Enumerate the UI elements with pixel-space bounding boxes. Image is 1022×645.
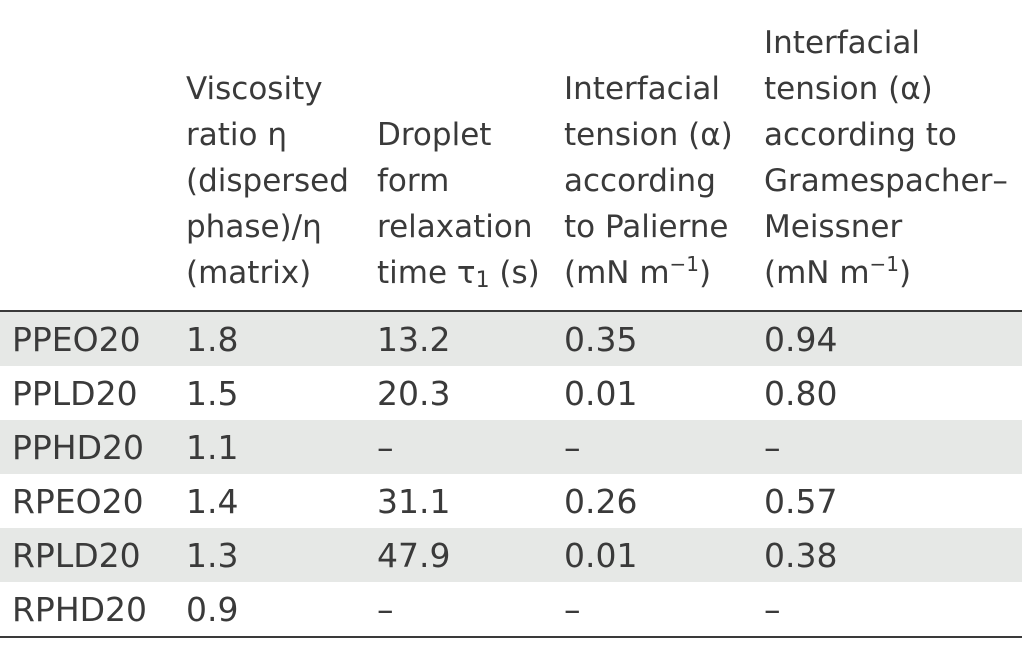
header-text: time τ (377, 255, 476, 291)
table-cell: 0.80 (764, 373, 838, 413)
table-cell: 0.01 (552, 528, 752, 582)
table-cell: 47.9 (365, 528, 552, 582)
table-cell: 1.1 (174, 420, 365, 474)
table-cell: RPEO20 (12, 481, 144, 521)
table-cell: 1.5 (186, 373, 239, 413)
table-cell: PPLD20 (12, 373, 138, 413)
table-row: PPHD20 1.1 – – – (0, 420, 1022, 474)
header-sample (0, 0, 174, 311)
header-line: tension (α) (564, 117, 733, 153)
header-line: (matrix) (186, 255, 312, 291)
header-text: (mN m (564, 255, 670, 291)
table-cell: – (564, 589, 581, 629)
header-line: according (564, 163, 716, 199)
table-header-row: Viscosity ratio η (dispersed phase)/η (m… (0, 0, 1022, 311)
table-row: PPEO20 1.8 13.2 0.35 0.94 (0, 311, 1022, 366)
table-cell: 0.35 (552, 311, 752, 366)
table-cell: – (752, 420, 1022, 474)
table-cell: 0.26 (564, 481, 638, 521)
header-line: Gramespacher– (764, 163, 1008, 199)
header-line: tension (α) (764, 71, 933, 107)
table-cell: 1.3 (174, 528, 365, 582)
header-line: Interfacial (764, 25, 920, 61)
table-cell: 1.8 (174, 311, 365, 366)
table-row: PPLD20 1.5 20.3 0.01 0.80 (0, 366, 1022, 420)
table-cell: 0.57 (764, 481, 838, 521)
superscript: −1 (669, 252, 700, 276)
header-tension-gramespacher: Interfacial tension (α) according to Gra… (752, 0, 1022, 311)
header-line: (mN m−1) (764, 250, 1022, 296)
header-line: Viscosity (186, 71, 323, 107)
header-line: Meissner (764, 209, 903, 245)
header-line: to Palierne (564, 209, 729, 245)
table-cell: 20.3 (377, 373, 451, 413)
table-cell: 1.4 (186, 481, 239, 521)
table-cell: – (365, 420, 552, 474)
header-viscosity-ratio: Viscosity ratio η (dispersed phase)/η (m… (174, 0, 365, 311)
table-cell: RPHD20 (12, 589, 148, 629)
header-line: (mN m−1) (564, 250, 752, 296)
table-cell: RPLD20 (0, 528, 174, 582)
header-line: according to (764, 117, 957, 153)
header-text: (s) (489, 255, 540, 291)
header-line: form (377, 163, 450, 199)
table-row: RPEO20 1.4 31.1 0.26 0.57 (0, 474, 1022, 528)
header-text: ) (699, 255, 712, 291)
subscript: 1 (475, 268, 490, 293)
header-line: Interfacial (564, 71, 720, 107)
table-row: RPHD20 0.9 – – – (0, 582, 1022, 637)
table-cell: 31.1 (377, 481, 451, 521)
header-line: (dispersed (186, 163, 349, 199)
table-cell: – (377, 589, 394, 629)
header-line: ratio η (186, 117, 287, 153)
table-cell: 0.94 (752, 311, 1022, 366)
table-row: RPLD20 1.3 47.9 0.01 0.38 (0, 528, 1022, 582)
table-cell: 0.38 (752, 528, 1022, 582)
header-text: ) (899, 255, 912, 291)
table-cell: 0.01 (564, 373, 638, 413)
header-line: Droplet (377, 117, 492, 153)
table-cell: PPHD20 (0, 420, 174, 474)
header-relaxation-time: Droplet form relaxation time τ1 (s) (365, 0, 552, 311)
header-line: relaxation (377, 209, 533, 245)
table-cell: – (764, 589, 781, 629)
header-line: phase)/η (186, 209, 322, 245)
table-cell: 13.2 (365, 311, 552, 366)
header-text: (mN m (764, 255, 870, 291)
header-tension-palierne: Interfacial tension (α) according to Pal… (552, 0, 752, 311)
header-line: time τ1 (s) (377, 250, 552, 296)
superscript: −1 (869, 252, 900, 276)
table-cell: PPEO20 (0, 311, 174, 366)
table-cell: – (552, 420, 752, 474)
table-cell: 0.9 (186, 589, 239, 629)
